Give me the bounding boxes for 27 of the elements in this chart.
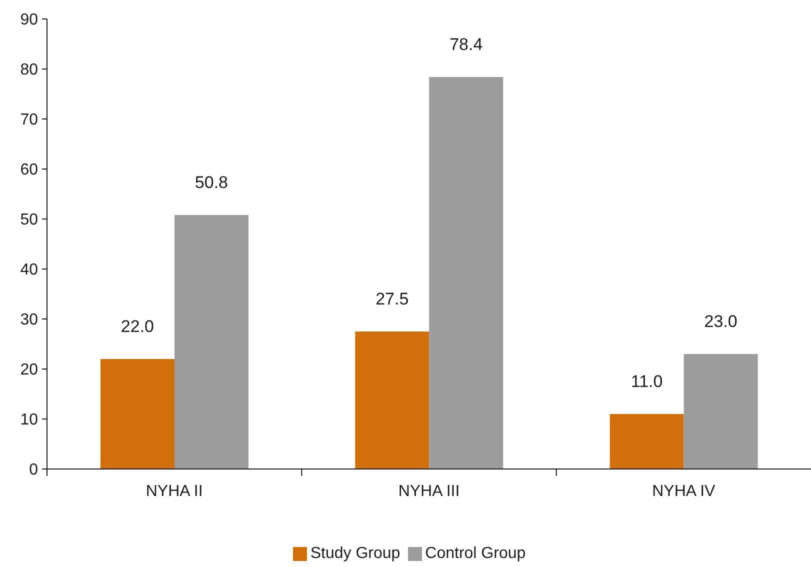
x-tick-label: NYHA IV	[652, 483, 716, 500]
bar	[100, 359, 174, 469]
data-label: 11.0	[630, 372, 663, 391]
bar	[429, 77, 504, 469]
bar	[355, 332, 430, 469]
y-tick-label: 60	[20, 162, 38, 179]
bar	[174, 215, 248, 469]
data-label: 50.8	[194, 173, 228, 192]
y-tick-label: 90	[20, 12, 38, 29]
legend-label: Study Group	[310, 545, 400, 563]
y-tick-label: 10	[20, 412, 38, 429]
x-tick-label: NYHA II	[146, 483, 203, 500]
data-label: 78.4	[450, 35, 483, 54]
data-label: 23.0	[704, 312, 738, 331]
bar	[684, 354, 758, 469]
y-tick-label: 20	[20, 362, 38, 379]
y-tick-label: 40	[20, 262, 38, 279]
data-label: 22.0	[120, 317, 154, 336]
data-label: 27.5	[376, 290, 409, 308]
legend-label: Control Group	[425, 545, 526, 563]
y-tick-label: 70	[20, 112, 38, 129]
y-tick-label: 80	[20, 62, 38, 79]
x-tick-label: NYHA III	[398, 483, 460, 500]
bar	[610, 414, 684, 469]
y-tick-label: 50	[20, 212, 38, 229]
y-tick-label: 30	[20, 312, 38, 329]
y-tick-label: 0	[29, 462, 38, 479]
